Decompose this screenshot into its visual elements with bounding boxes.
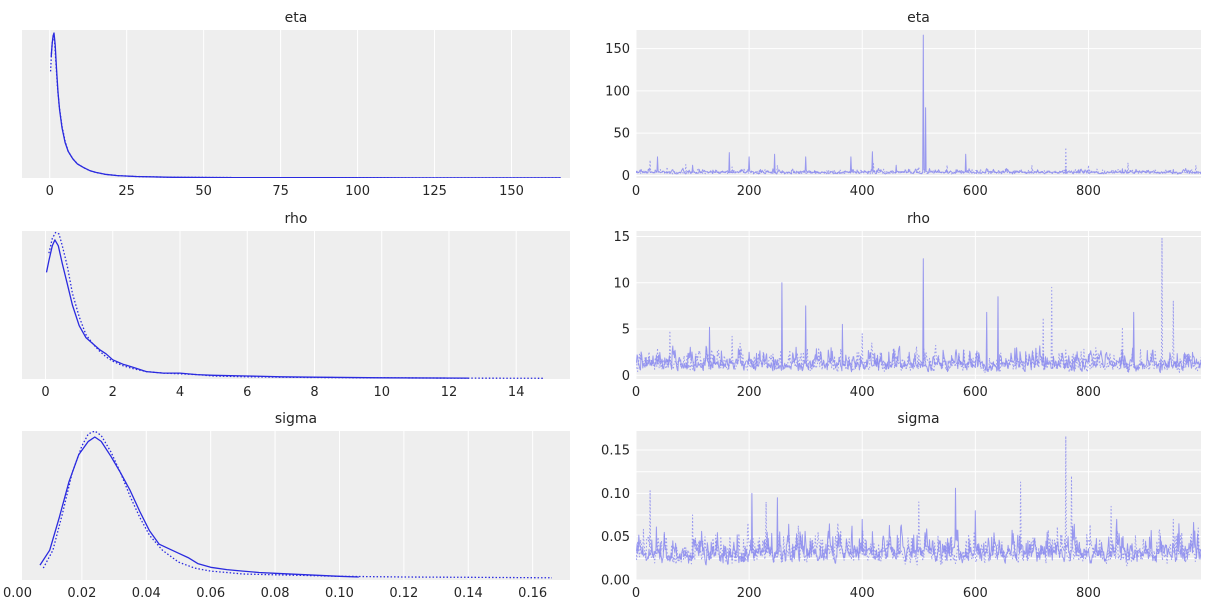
sigma-posterior-title: sigma xyxy=(275,411,317,427)
sigma-trace-title: sigma xyxy=(897,411,939,427)
rho-trace-y-tick-label: 10 xyxy=(613,276,630,291)
eta-posterior-x-tick-label: 25 xyxy=(118,184,135,199)
rho-posterior-x-tick-label: 0 xyxy=(41,385,49,400)
sigma-posterior-series-chain-1 xyxy=(39,436,359,578)
rho-posterior-plot-area xyxy=(22,231,570,379)
rho-posterior-x-tick-label: 6 xyxy=(243,385,251,400)
eta-trace-y-tick-label: 50 xyxy=(613,127,630,142)
sigma-trace-x-tick-label: 0 xyxy=(632,586,640,601)
rho-posterior-x-tick-label: 8 xyxy=(310,385,318,400)
sigma-posterior-x-tick-label: 0.06 xyxy=(196,586,225,601)
eta-posterior-title: eta xyxy=(285,10,308,26)
rho-trace-y-tick-label: 0 xyxy=(622,369,630,384)
eta-trace-title: eta xyxy=(907,10,930,26)
rho-trace-panel: rho 0 200 400 600 800 0 5 10 15 xyxy=(613,211,1201,400)
eta-posterior-x-tick-label: 150 xyxy=(499,184,524,199)
sigma-posterior-x-tick-label: 0.10 xyxy=(325,586,354,601)
eta-trace-x-tick-label: 600 xyxy=(963,184,988,199)
eta-trace-series-chain-1 xyxy=(636,34,1201,175)
sigma-trace-x-tick-label: 800 xyxy=(1076,586,1101,601)
sigma-posterior-x-tick-label: 0.02 xyxy=(67,586,96,601)
rho-posterior-title: rho xyxy=(285,211,308,227)
sigma-posterior-x-tick-label: 0.08 xyxy=(261,586,290,601)
rho-posterior-series-chain-1 xyxy=(45,239,470,379)
rho-trace-x-tick-label: 600 xyxy=(963,385,988,400)
eta-trace-x-tick-label: 800 xyxy=(1076,184,1101,199)
rho-posterior-x-tick-label: 14 xyxy=(508,385,525,400)
sigma-posterior-plot-area xyxy=(22,431,570,580)
rho-posterior-x-tick-label: 12 xyxy=(441,385,458,400)
eta-posterior-x-tick-label: 75 xyxy=(272,184,289,199)
sigma-posterior-x-tick-label: 0.00 xyxy=(3,586,32,601)
eta-posterior-x-tick-label: 50 xyxy=(195,184,212,199)
rho-posterior-x-tick-label: 10 xyxy=(373,385,390,400)
eta-trace-y-tick-label: 100 xyxy=(605,84,630,99)
eta-trace-panel: eta 0 200 400 600 800 0 50 100 150 xyxy=(605,10,1201,199)
sigma-trace-y-tick-label: 0.10 xyxy=(601,487,630,502)
rho-trace-y-tick-label: 5 xyxy=(622,323,630,338)
eta-trace-plot-area xyxy=(636,30,1201,178)
eta-posterior-plot-area xyxy=(22,30,570,178)
sigma-trace-series-chain-2 xyxy=(636,435,1201,567)
eta-posterior-series-chain-2 xyxy=(49,33,561,178)
rho-trace-title: rho xyxy=(907,211,930,227)
eta-trace-x-tick-label: 200 xyxy=(737,184,762,199)
eta-trace-x-tick-label: 0 xyxy=(632,184,640,199)
eta-posterior-x-tick-label: 0 xyxy=(46,184,54,199)
eta-trace-series-chain-2 xyxy=(636,147,1201,175)
eta-trace-y-tick-label: 0 xyxy=(622,169,630,184)
rho-posterior-panel: rho 0 2 4 6 8 10 12 14 xyxy=(22,211,570,400)
rho-trace-x-tick-label: 0 xyxy=(632,385,640,400)
rho-posterior-x-tick-label: 2 xyxy=(109,385,117,400)
sigma-trace-x-tick-label: 200 xyxy=(737,586,762,601)
sigma-trace-panel: sigma 0 200 400 600 800 0.00 0.05 0.10 0.15 xyxy=(601,411,1201,601)
eta-trace-x-tick-label: 400 xyxy=(850,184,875,199)
sigma-trace-y-tick-label: 0.00 xyxy=(601,574,630,589)
sigma-posterior-x-tick-label: 0.14 xyxy=(454,586,483,601)
eta-posterior-panel: eta 0 25 50 75 100 125 150 xyxy=(22,10,570,199)
rho-trace-x-tick-label: 400 xyxy=(850,385,875,400)
rho-posterior-x-tick-label: 4 xyxy=(176,385,184,400)
rho-trace-x-tick-label: 200 xyxy=(737,385,762,400)
sigma-posterior-x-tick-label: 0.16 xyxy=(518,586,547,601)
sigma-posterior-x-tick-label: 0.04 xyxy=(132,586,161,601)
rho-trace-x-tick-label: 800 xyxy=(1076,385,1101,400)
sigma-trace-y-tick-label: 0.15 xyxy=(601,444,630,459)
sigma-trace-x-tick-label: 400 xyxy=(850,586,875,601)
eta-trace-y-tick-label: 150 xyxy=(605,42,630,57)
eta-posterior-x-tick-label: 100 xyxy=(345,184,370,199)
sigma-posterior-series-chain-2 xyxy=(42,431,553,579)
eta-posterior-x-tick-label: 125 xyxy=(422,184,447,199)
sigma-trace-y-tick-label: 0.05 xyxy=(601,530,630,545)
sigma-trace-x-tick-label: 600 xyxy=(963,586,988,601)
sigma-posterior-x-tick-label: 0.12 xyxy=(389,586,418,601)
sigma-posterior-panel: sigma 0.00 0.02 0.04 0.06 0.08 0.10 0.12 0.14 0.1… xyxy=(3,411,570,601)
rho-trace-y-tick-label: 15 xyxy=(613,230,630,245)
